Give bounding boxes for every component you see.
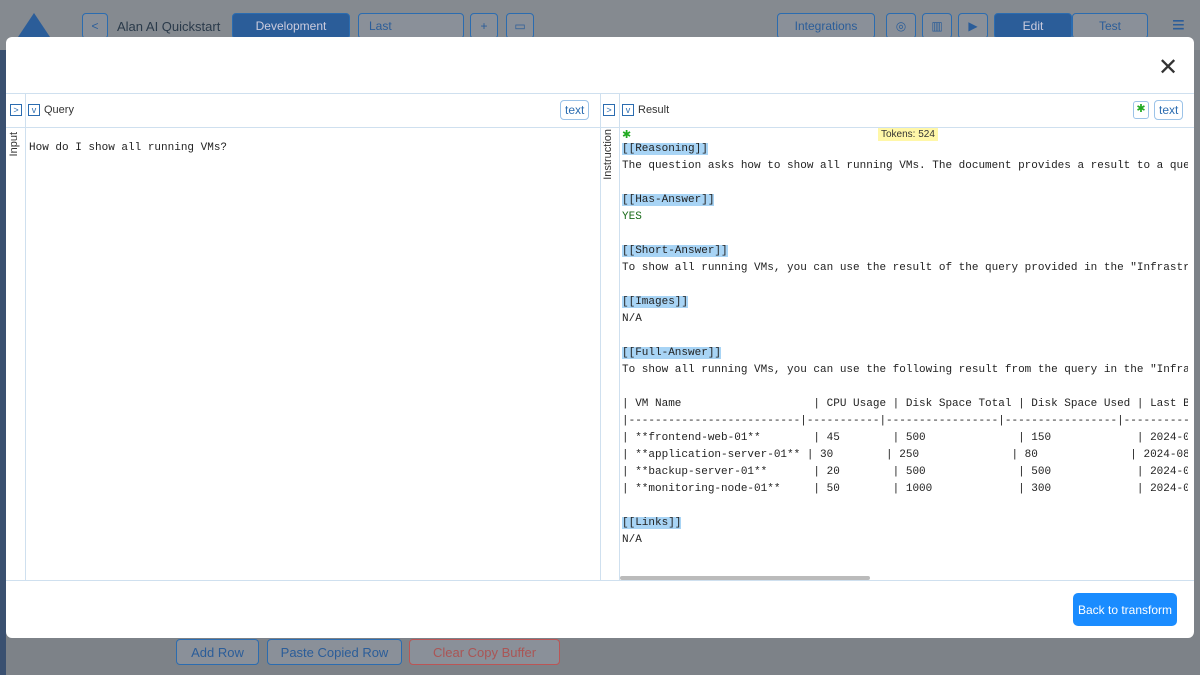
clear-buffer-button[interactable]: Clear Copy Buffer bbox=[409, 639, 560, 665]
edit-tab[interactable]: Edit bbox=[994, 13, 1072, 39]
result-line: To show all running VMs, you can use the… bbox=[622, 362, 1188, 379]
version-select[interactable]: Last bbox=[358, 13, 464, 39]
result-line: | VM Name | CPU Usage | Disk Space Total… bbox=[622, 398, 1188, 410]
section-tag: [[Short-Answer]] bbox=[622, 243, 1188, 260]
blank-line bbox=[622, 498, 1188, 515]
section-tag: [[Images]] bbox=[622, 296, 689, 308]
result-line: | **backup-server-01** | 20 | 500 | 500 … bbox=[622, 464, 1188, 481]
close-button[interactable]: ✕ bbox=[1158, 54, 1179, 81]
result-header: Result bbox=[638, 104, 670, 116]
format-select[interactable]: text bbox=[560, 100, 590, 120]
section-tag: [[Reasoning]] bbox=[622, 143, 708, 155]
icon-button[interactable]: ◎ bbox=[886, 13, 916, 39]
expand-toggle[interactable]: > bbox=[10, 104, 22, 116]
menu-icon[interactable]: ≡ bbox=[1172, 12, 1185, 37]
result-line: | **application-server-01** | 30 | 250 |… bbox=[622, 447, 1188, 464]
blank-line bbox=[622, 379, 1188, 396]
input-label: Input bbox=[8, 132, 20, 157]
section-tag: [[Full-Answer]] bbox=[622, 345, 1188, 362]
section-tag: [[Short-Answer]] bbox=[622, 245, 728, 257]
magic-button[interactable]: ✱ bbox=[1133, 101, 1149, 119]
icon-button[interactable]: ▥ bbox=[922, 13, 952, 39]
result-text: [[Reasoning]] The question asks how to sh… bbox=[622, 141, 1188, 573]
collapse-toggle[interactable]: v bbox=[622, 104, 634, 116]
logo bbox=[18, 13, 50, 37]
section-tag: [[Links]] bbox=[622, 517, 682, 529]
blank-line bbox=[622, 175, 1188, 192]
result-line: | **monitoring-node-01** | 50 | 1000 | 3… bbox=[622, 483, 1188, 495]
result-line: The question asks how to show all runnin… bbox=[622, 158, 1188, 175]
result-line: | **frontend-web-01** | 45 | 500 | 150 |… bbox=[622, 432, 1188, 444]
divider bbox=[619, 93, 620, 580]
result-line: N/A bbox=[622, 313, 642, 325]
section-tag: [[Links]] bbox=[622, 515, 1188, 532]
result-line: | **frontend-web-01** | 45 | 500 | 150 |… bbox=[622, 430, 1188, 447]
modal: ✕ > v Query text Input How do I show all… bbox=[6, 37, 1194, 638]
scrollbar bbox=[620, 576, 870, 580]
blank-line bbox=[622, 328, 1188, 345]
query-text: How do I show all running VMs? bbox=[29, 142, 228, 154]
divider bbox=[25, 93, 26, 580]
section-tag: [[Reasoning]] bbox=[622, 141, 1188, 158]
result-line: | **backup-server-01** | 20 | 500 | 500 … bbox=[622, 466, 1188, 478]
back-to-transform-button[interactable]: Back to transform bbox=[1073, 593, 1177, 626]
result-line: | **application-server-01** | 30 | 250 |… bbox=[622, 449, 1188, 461]
expand-toggle[interactable]: > bbox=[603, 104, 615, 116]
query-header: Query bbox=[44, 104, 74, 116]
icon-button[interactable]: ▶ bbox=[958, 13, 988, 39]
integrations-button[interactable]: Integrations bbox=[777, 13, 875, 39]
token-count: Tokens: 524 bbox=[878, 128, 938, 141]
result-line: |--------------------------|-----------|… bbox=[622, 415, 1188, 427]
result-line: YES bbox=[622, 211, 642, 223]
result-line: To show all running VMs, you can use the… bbox=[622, 364, 1188, 376]
result-line: |--------------------------|-----------|… bbox=[622, 413, 1188, 430]
section-tag: [[Images]] bbox=[622, 294, 1188, 311]
add-row-button[interactable]: Add Row bbox=[176, 639, 259, 665]
result-line: | VM Name | CPU Usage | Disk Space Total… bbox=[622, 396, 1188, 413]
collapse-toggle[interactable]: v bbox=[28, 104, 40, 116]
result-line: | **monitoring-node-01** | 50 | 1000 | 3… bbox=[622, 481, 1188, 498]
result-line: N/A bbox=[622, 534, 642, 546]
section-tag: [[Has-Answer]] bbox=[622, 192, 1188, 209]
instruction-label: Instruction bbox=[602, 129, 614, 180]
divider bbox=[600, 93, 601, 580]
result-line: To show all running VMs, you can use the… bbox=[622, 262, 1188, 274]
back-button[interactable]: < bbox=[82, 13, 108, 39]
icon-button[interactable]: ▭ bbox=[506, 13, 534, 39]
paste-row-button[interactable]: Paste Copied Row bbox=[267, 639, 402, 665]
test-tab[interactable]: Test bbox=[1072, 13, 1148, 39]
divider bbox=[6, 580, 1194, 581]
sidebar bbox=[0, 50, 6, 675]
result-line: N/A bbox=[622, 532, 1188, 549]
icon-button[interactable]: + bbox=[470, 13, 498, 39]
section-tag: [[Full-Answer]] bbox=[622, 347, 722, 359]
result-line: To show all running VMs, you can use the… bbox=[622, 260, 1188, 277]
blank-line bbox=[622, 277, 1188, 294]
result-line: The question asks how to show all runnin… bbox=[622, 160, 1188, 172]
magic-icon: ✱ bbox=[622, 129, 632, 141]
app-name: Alan AI Quickstart bbox=[117, 19, 221, 34]
blank-line bbox=[622, 226, 1188, 243]
format-select[interactable]: text bbox=[1154, 100, 1184, 120]
section-tag: [[Has-Answer]] bbox=[622, 194, 715, 206]
environment-select[interactable]: Development bbox=[232, 13, 350, 39]
result-line: N/A bbox=[622, 311, 1188, 328]
result-line: YES bbox=[622, 209, 1188, 226]
